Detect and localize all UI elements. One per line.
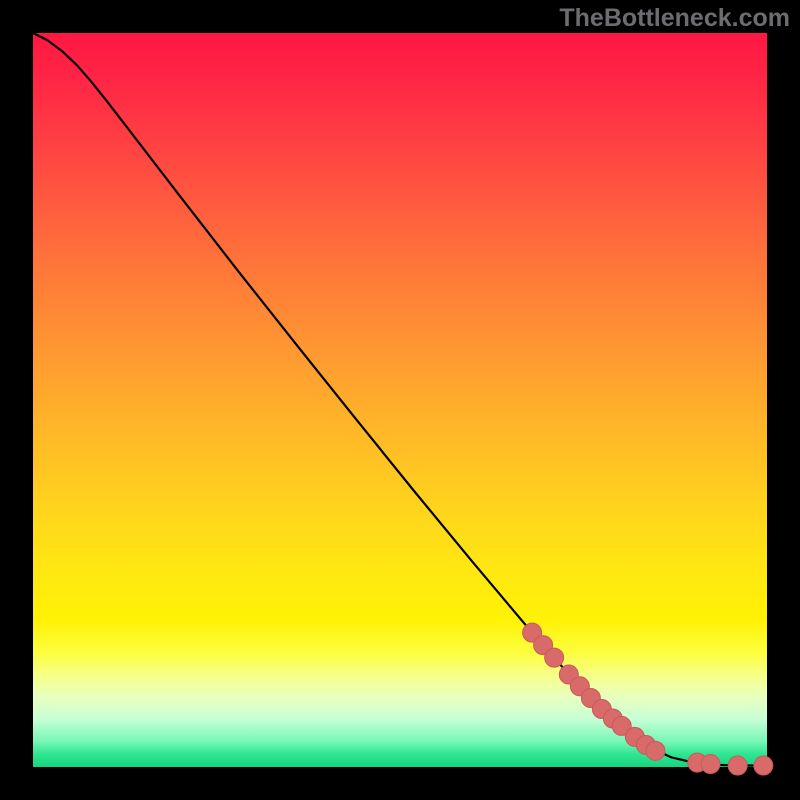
chart-svg xyxy=(0,0,800,800)
marker-dot xyxy=(646,741,665,760)
marker-dot xyxy=(728,756,747,775)
watermark-text: TheBottleneck.com xyxy=(559,4,790,33)
marker-dot xyxy=(754,756,773,775)
marker-dot xyxy=(701,755,720,774)
plot-background xyxy=(33,33,767,767)
marker-dot xyxy=(545,648,564,667)
chart-container: TheBottleneck.com xyxy=(0,0,800,800)
